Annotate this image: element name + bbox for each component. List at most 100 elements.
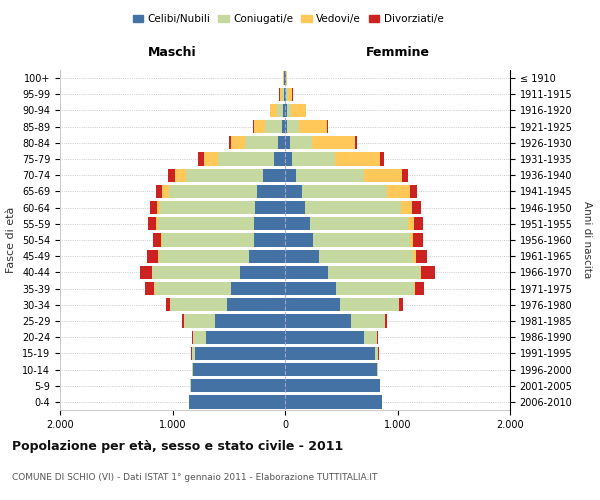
Bar <box>285 363 377 376</box>
Bar <box>413 234 424 246</box>
Bar <box>206 330 285 344</box>
Bar <box>170 298 227 312</box>
Bar <box>413 250 415 263</box>
Text: Maschi: Maschi <box>148 46 197 60</box>
Bar <box>191 379 285 392</box>
Bar <box>193 363 285 376</box>
Bar <box>326 120 328 134</box>
Bar <box>218 152 274 166</box>
Bar <box>254 234 285 246</box>
Bar <box>312 136 355 149</box>
Bar <box>254 201 285 214</box>
Bar <box>291 104 306 117</box>
Bar <box>421 266 434 279</box>
Bar <box>155 282 231 295</box>
Bar <box>355 136 357 149</box>
Bar <box>287 104 291 117</box>
Bar <box>168 168 175 182</box>
Bar <box>278 136 285 149</box>
Bar <box>147 250 158 263</box>
Bar <box>155 217 158 230</box>
Bar <box>335 152 380 166</box>
Bar <box>253 120 254 134</box>
Bar <box>158 217 254 230</box>
Bar <box>204 152 218 166</box>
Bar <box>290 136 312 149</box>
Bar <box>169 185 257 198</box>
Bar <box>254 120 265 134</box>
Bar <box>193 330 206 344</box>
Bar <box>152 266 240 279</box>
Bar <box>282 88 284 101</box>
Bar <box>335 282 415 295</box>
Bar <box>280 88 282 101</box>
Bar <box>257 185 285 198</box>
Bar <box>286 88 288 101</box>
Bar <box>186 168 263 182</box>
Bar <box>412 201 421 214</box>
Bar <box>340 298 398 312</box>
Bar <box>154 234 161 246</box>
Bar <box>195 346 285 360</box>
Bar <box>310 217 407 230</box>
Bar <box>375 346 379 360</box>
Bar <box>285 120 287 134</box>
Bar <box>283 104 285 117</box>
Bar <box>190 396 285 408</box>
Bar <box>229 136 231 149</box>
Bar <box>328 266 420 279</box>
Bar <box>157 201 160 214</box>
Bar <box>399 298 403 312</box>
Bar <box>385 314 387 328</box>
Bar <box>271 104 277 117</box>
Bar <box>420 266 421 279</box>
Bar <box>145 282 154 295</box>
Bar <box>305 201 401 214</box>
Bar <box>284 88 285 101</box>
Bar <box>285 217 310 230</box>
Bar <box>231 136 245 149</box>
Y-axis label: Anni di nascita: Anni di nascita <box>582 202 592 278</box>
Bar <box>285 346 375 360</box>
Bar <box>407 217 415 230</box>
Bar <box>380 152 384 166</box>
Bar <box>163 185 169 198</box>
Bar <box>277 104 283 117</box>
Bar <box>148 217 155 230</box>
Bar <box>254 217 285 230</box>
Bar <box>313 234 410 246</box>
Bar <box>285 266 328 279</box>
Bar <box>415 282 424 295</box>
Bar <box>415 217 424 230</box>
Bar <box>227 298 285 312</box>
Bar <box>302 185 388 198</box>
Bar <box>285 396 382 408</box>
Bar <box>182 314 184 328</box>
Bar <box>160 201 254 214</box>
Bar <box>265 120 282 134</box>
Bar <box>287 120 299 134</box>
Bar <box>285 234 313 246</box>
Bar <box>285 88 286 101</box>
Bar <box>285 152 292 166</box>
Legend: Celibi/Nubili, Coniugati/e, Vedovi/e, Divorziati/e: Celibi/Nubili, Coniugati/e, Vedovi/e, Di… <box>128 10 448 29</box>
Text: COMUNE DI SCHIO (VI) - Dati ISTAT 1° gennaio 2011 - Elaborazione TUTTITALIA.IT: COMUNE DI SCHIO (VI) - Dati ISTAT 1° gen… <box>12 473 377 482</box>
Bar <box>402 168 408 182</box>
Bar <box>410 185 416 198</box>
Bar <box>352 314 385 328</box>
Y-axis label: Fasce di età: Fasce di età <box>7 207 16 273</box>
Bar <box>401 201 412 214</box>
Text: Femmine: Femmine <box>365 46 430 60</box>
Bar <box>288 88 292 101</box>
Bar <box>285 136 290 149</box>
Bar <box>240 266 285 279</box>
Bar <box>285 185 302 198</box>
Bar <box>292 152 335 166</box>
Bar <box>285 104 287 117</box>
Bar <box>155 185 163 198</box>
Bar <box>161 234 163 246</box>
Bar <box>410 234 413 246</box>
Bar <box>285 168 296 182</box>
Bar <box>274 152 285 166</box>
Bar <box>215 314 285 328</box>
